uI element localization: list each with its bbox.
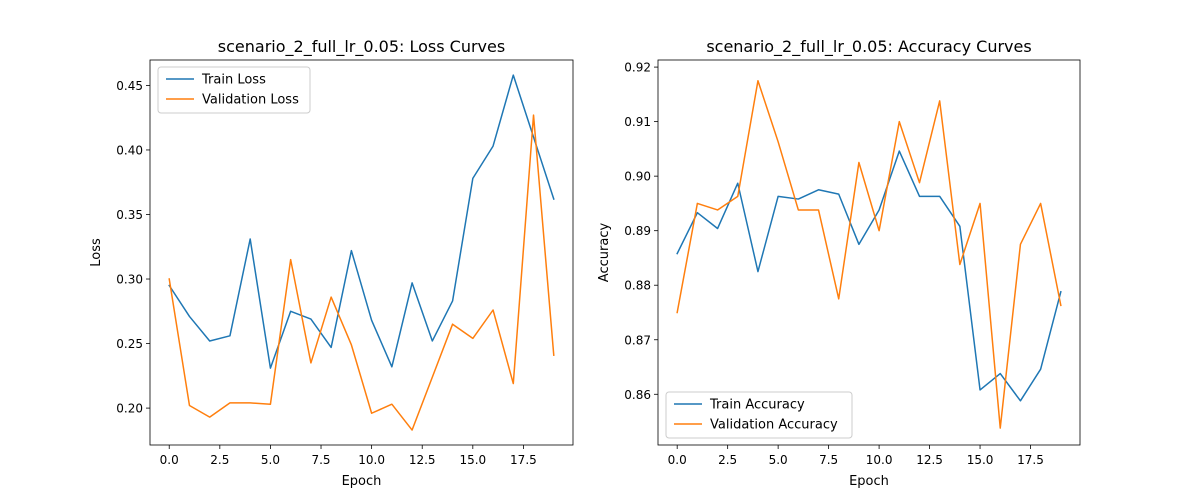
x-tick-label: 5.0 <box>261 453 280 467</box>
chart-title: scenario_2_full_lr_0.05: Accuracy Curves <box>706 37 1031 57</box>
x-tick-label: 0.0 <box>668 453 687 467</box>
chart-panel-1: scenario_2_full_lr_0.05: Loss Curves 0.0 2… <box>89 37 574 489</box>
y-tick-label: 0.92 <box>624 61 651 75</box>
y-tick-label: 0.88 <box>624 279 651 293</box>
y-tick-label: 0.45 <box>116 79 143 93</box>
chart-title: scenario_2_full_lr_0.05: Loss Curves <box>218 37 505 57</box>
x-tick-label: 2.5 <box>210 453 229 467</box>
x-tick-label: 5.0 <box>769 453 788 467</box>
axes-frame <box>149 59 574 446</box>
y-tick-label: 0.91 <box>624 115 651 129</box>
x-tick-label: 7.5 <box>819 453 838 467</box>
x-tick-label: 0.0 <box>160 453 179 467</box>
series-line-train-loss <box>168 74 555 369</box>
legend-box <box>665 391 853 439</box>
y-tick-label: 0.86 <box>624 388 651 402</box>
x-tick-label: 15.0 <box>967 453 994 467</box>
legend-label: Validation Accuracy <box>710 418 838 433</box>
legend-label: Train Accuracy <box>709 398 805 413</box>
y-tick-label: 0.20 <box>116 402 143 416</box>
legend: Train Loss Validation Loss <box>157 66 311 114</box>
axes-frame <box>657 59 1081 446</box>
series-line-validation-accuracy <box>676 79 1062 429</box>
x-tick-label: 17.5 <box>1017 453 1044 467</box>
y-axis-label: Loss <box>89 238 104 267</box>
y-tick-label: 0.35 <box>116 208 143 222</box>
x-axis-label: Epoch <box>342 474 382 489</box>
y-tick-label: 0.89 <box>624 224 651 238</box>
x-tick-label: 12.5 <box>409 453 436 467</box>
legend: Train Accuracy Validation Accuracy <box>665 391 853 439</box>
legend-box <box>157 66 311 114</box>
chart-panel-2: scenario_2_full_lr_0.05: Accuracy Curves… <box>597 37 1081 489</box>
y-axis-label: Accuracy <box>597 223 612 283</box>
x-axis-label: Epoch <box>849 474 889 489</box>
legend-label: Validation Loss <box>202 93 299 108</box>
y-tick-label: 0.25 <box>116 337 143 351</box>
x-tick-label: 10.0 <box>866 453 893 467</box>
x-tick-label: 15.0 <box>459 453 486 467</box>
x-tick-label: 2.5 <box>718 453 737 467</box>
x-tick-label: 7.5 <box>311 453 330 467</box>
legend-label: Train Loss <box>201 73 266 88</box>
x-tick-label: 12.5 <box>916 453 943 467</box>
series-line-validation-loss <box>168 114 555 431</box>
y-tick-label: 0.87 <box>624 333 651 347</box>
x-tick-label: 17.5 <box>510 453 537 467</box>
series-line-train-accuracy <box>676 150 1062 402</box>
y-tick-label: 0.40 <box>116 143 143 157</box>
x-tick-label: 10.0 <box>358 453 385 467</box>
y-tick-label: 0.30 <box>116 273 143 287</box>
y-tick-label: 0.90 <box>624 170 651 184</box>
